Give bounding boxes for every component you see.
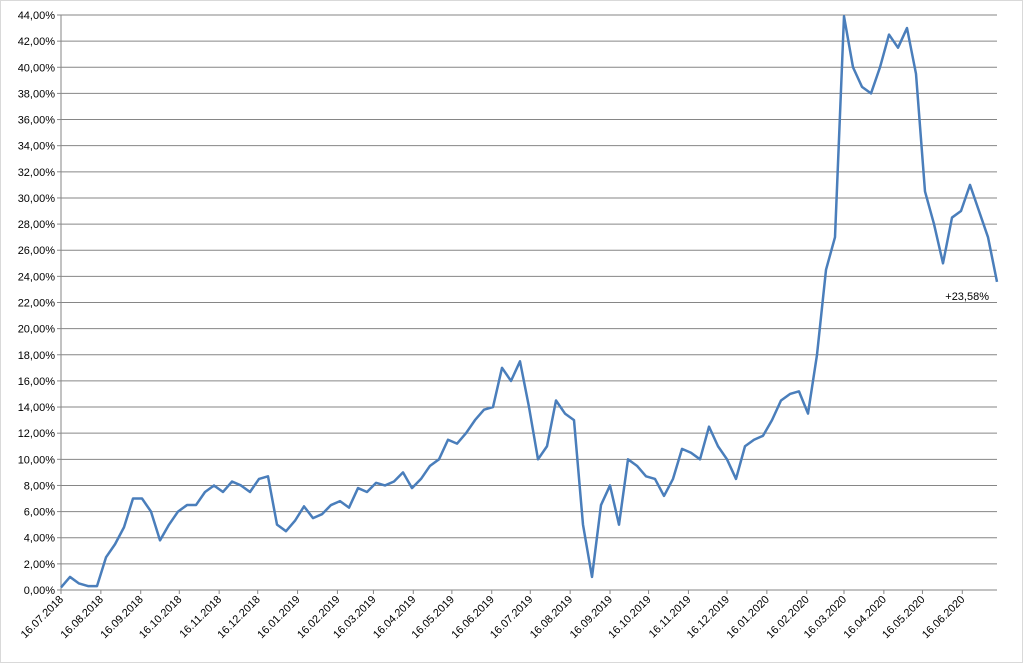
- y-tick-label: 26,00%: [18, 245, 56, 257]
- y-tick-label: 2,00%: [24, 559, 55, 571]
- y-tick-label: 20,00%: [18, 324, 56, 336]
- y-tick-label: 0,00%: [24, 585, 55, 597]
- y-tick-label: 42,00%: [18, 36, 56, 48]
- y-tick-label: 16,00%: [18, 376, 56, 388]
- y-tick-label: 10,00%: [18, 454, 56, 466]
- data-label: +23,58%: [945, 291, 989, 303]
- y-tick-label: 18,00%: [18, 350, 56, 362]
- y-tick-label: 14,00%: [18, 402, 56, 414]
- y-tick-label: 6,00%: [24, 507, 55, 519]
- y-tick-label: 4,00%: [24, 533, 55, 545]
- y-tick-label: 36,00%: [18, 115, 56, 127]
- y-tick-label: 8,00%: [24, 480, 55, 492]
- y-tick-label: 40,00%: [18, 62, 56, 74]
- y-tick-label: 32,00%: [18, 167, 56, 179]
- y-tick-label: 34,00%: [18, 141, 56, 153]
- y-tick-label: 44,00%: [18, 10, 56, 22]
- y-tick-label: 30,00%: [18, 193, 56, 205]
- y-tick-label: 22,00%: [18, 298, 56, 310]
- y-tick-label: 12,00%: [18, 428, 56, 440]
- y-tick-label: 24,00%: [18, 271, 56, 283]
- y-tick-label: 38,00%: [18, 88, 56, 100]
- data-line: [60, 15, 999, 589]
- y-tick-label: 28,00%: [18, 219, 56, 231]
